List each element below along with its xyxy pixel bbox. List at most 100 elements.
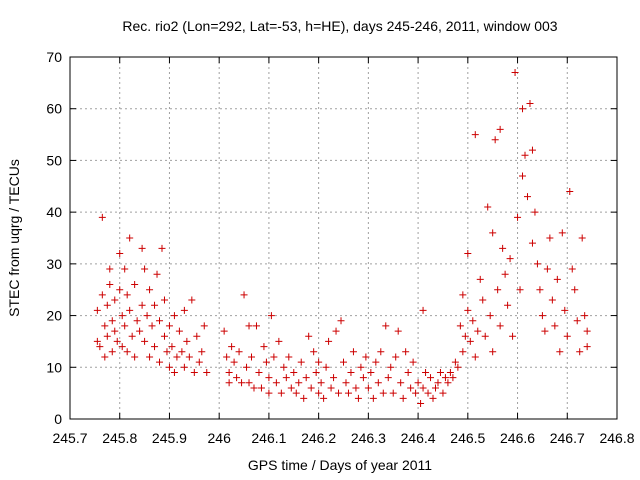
data-point — [489, 229, 497, 237]
data-point — [533, 260, 541, 268]
data-point — [434, 379, 442, 387]
data-point — [98, 213, 106, 221]
data-point — [123, 348, 131, 356]
y-tick-label: 60 — [46, 101, 62, 117]
data-point — [419, 306, 427, 314]
data-point — [305, 332, 313, 340]
data-point — [270, 353, 278, 361]
data-point — [392, 353, 400, 361]
data-point — [456, 322, 464, 330]
data-point — [156, 317, 164, 325]
data-point — [163, 348, 171, 356]
data-point — [528, 146, 536, 154]
data-point — [113, 337, 121, 345]
data-point — [496, 125, 504, 133]
data-point — [151, 301, 159, 309]
data-point — [141, 265, 149, 273]
data-point — [369, 394, 377, 402]
data-point — [491, 136, 499, 144]
data-point — [93, 337, 101, 345]
data-point — [290, 368, 298, 376]
x-tick-label: 245.8 — [102, 430, 137, 446]
data-point — [424, 389, 432, 397]
data-point — [277, 389, 285, 397]
data-point — [300, 394, 308, 402]
data-point — [446, 368, 454, 376]
data-point — [471, 353, 479, 361]
data-point — [146, 286, 154, 294]
data-point — [165, 322, 173, 330]
data-point — [342, 379, 350, 387]
data-point — [327, 384, 335, 392]
data-point — [553, 275, 561, 283]
data-point — [344, 389, 352, 397]
data-point — [123, 291, 131, 299]
data-point — [561, 306, 569, 314]
data-point — [185, 353, 193, 361]
data-point — [412, 389, 420, 397]
data-point — [320, 394, 328, 402]
data-point — [349, 348, 357, 356]
data-point — [394, 327, 402, 335]
data-point — [111, 296, 119, 304]
data-point — [190, 368, 198, 376]
data-point — [441, 374, 449, 382]
x-tick-label: 245.9 — [152, 430, 187, 446]
data-point — [255, 368, 263, 376]
data-point — [223, 353, 231, 361]
data-point — [506, 255, 514, 263]
data-point — [230, 358, 238, 366]
data-point — [399, 394, 407, 402]
data-point — [260, 343, 268, 351]
data-point — [367, 368, 375, 376]
data-point — [108, 317, 116, 325]
data-point — [414, 379, 422, 387]
data-point — [459, 291, 467, 299]
data-point — [523, 193, 531, 201]
data-point — [397, 379, 405, 387]
data-point — [103, 301, 111, 309]
data-point — [372, 358, 380, 366]
data-point — [461, 332, 469, 340]
data-point — [252, 322, 260, 330]
data-point — [265, 389, 273, 397]
data-point — [262, 358, 270, 366]
data-point — [484, 203, 492, 211]
y-tick-label: 0 — [54, 411, 62, 427]
data-point — [407, 384, 415, 392]
data-point — [531, 208, 539, 216]
data-point — [464, 306, 472, 314]
data-point — [126, 234, 134, 242]
x-tick-label: 246.3 — [351, 430, 386, 446]
data-points — [93, 69, 591, 407]
data-point — [489, 348, 497, 356]
data-point — [317, 379, 325, 387]
data-point — [295, 379, 303, 387]
data-point — [387, 363, 395, 371]
data-point — [429, 394, 437, 402]
data-point — [464, 250, 472, 258]
data-point — [250, 384, 258, 392]
data-point — [151, 343, 159, 351]
data-point — [454, 363, 462, 371]
data-point — [427, 374, 435, 382]
x-tick-label: 246 — [208, 430, 232, 446]
data-point — [168, 343, 176, 351]
data-point — [384, 374, 392, 382]
data-point — [235, 348, 243, 356]
data-point — [573, 317, 581, 325]
data-point — [138, 244, 146, 252]
data-point — [583, 327, 591, 335]
data-point — [514, 213, 522, 221]
data-point — [566, 187, 574, 195]
data-point — [198, 348, 206, 356]
data-point — [121, 265, 129, 273]
data-point — [118, 343, 126, 351]
data-point — [576, 348, 584, 356]
data-point — [282, 374, 290, 382]
data-point — [245, 379, 253, 387]
x-tick-label: 246.1 — [251, 430, 286, 446]
data-point — [138, 301, 146, 309]
data-point — [444, 379, 452, 387]
